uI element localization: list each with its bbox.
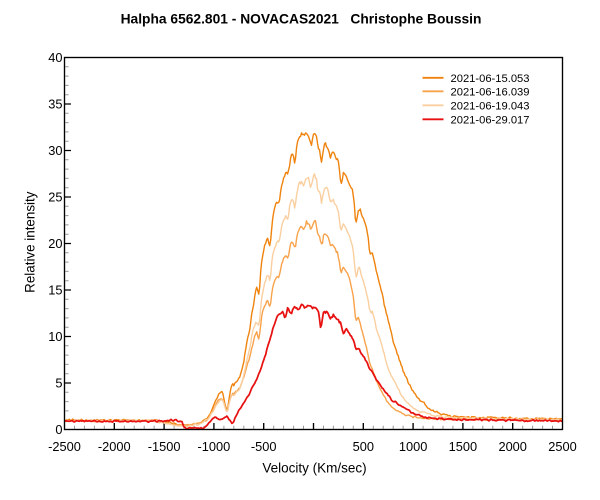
svg-text:5: 5 bbox=[55, 376, 62, 391]
svg-text:-1500: -1500 bbox=[148, 439, 181, 454]
svg-text:2021-06-29.017: 2021-06-29.017 bbox=[451, 114, 530, 126]
svg-text:Halpha 6562.801 - NOVACAS2021: Halpha 6562.801 - NOVACAS2021 Christophe… bbox=[121, 12, 482, 27]
svg-text:Relative intensity: Relative intensity bbox=[23, 191, 38, 293]
svg-text:2000: 2000 bbox=[498, 439, 526, 454]
svg-text:10: 10 bbox=[48, 329, 62, 344]
svg-text:2021-06-19.043: 2021-06-19.043 bbox=[451, 100, 530, 112]
svg-text:0: 0 bbox=[55, 422, 62, 437]
svg-text:-2000: -2000 bbox=[98, 439, 131, 454]
svg-text:2500: 2500 bbox=[548, 439, 576, 454]
svg-text:35: 35 bbox=[48, 97, 62, 112]
svg-text:30: 30 bbox=[48, 143, 62, 158]
svg-text:1500: 1500 bbox=[449, 439, 477, 454]
svg-text:2021-06-15.053: 2021-06-15.053 bbox=[451, 73, 530, 85]
svg-text:-2500: -2500 bbox=[48, 439, 81, 454]
svg-text:-500: -500 bbox=[251, 439, 277, 454]
svg-text:Velocity (Km/sec): Velocity (Km/sec) bbox=[262, 461, 366, 476]
svg-text:15: 15 bbox=[48, 283, 62, 298]
svg-text:2021-06-16.039: 2021-06-16.039 bbox=[451, 86, 530, 98]
svg-text:-1000: -1000 bbox=[198, 439, 231, 454]
svg-text:25: 25 bbox=[48, 190, 62, 205]
svg-text:500: 500 bbox=[353, 439, 374, 454]
svg-text:40: 40 bbox=[48, 50, 62, 65]
svg-text:20: 20 bbox=[48, 236, 62, 251]
svg-text:1000: 1000 bbox=[399, 439, 427, 454]
